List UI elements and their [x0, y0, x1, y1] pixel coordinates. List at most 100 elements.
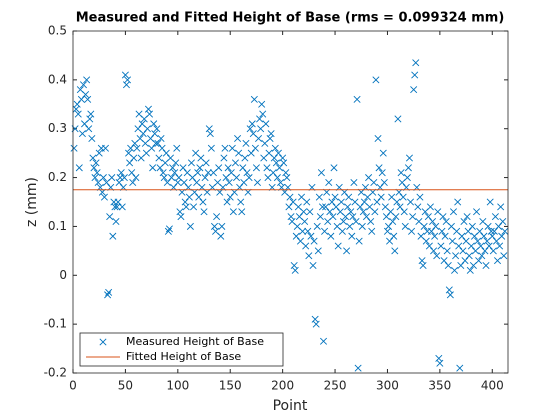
marker — [419, 261, 427, 270]
legend-label: Fitted Height of Base — [126, 350, 241, 363]
marker — [436, 359, 444, 367]
marker — [106, 213, 114, 221]
marker — [172, 159, 180, 167]
marker — [319, 337, 328, 345]
marker — [337, 198, 345, 206]
marker — [461, 257, 469, 265]
marker — [448, 237, 456, 245]
marker — [446, 291, 454, 299]
marker — [270, 154, 278, 162]
marker — [485, 242, 493, 250]
marker — [235, 149, 243, 157]
marker — [482, 261, 490, 270]
marker — [95, 149, 103, 157]
marker — [374, 134, 382, 143]
marker — [241, 154, 249, 162]
x-tick-label: 300 — [376, 379, 399, 393]
x-tick-label: 400 — [481, 379, 504, 393]
marker — [256, 115, 264, 123]
marker — [339, 218, 347, 226]
marker — [224, 164, 232, 172]
legend-marker — [99, 338, 107, 346]
marker — [149, 164, 157, 172]
marker — [173, 144, 181, 152]
marker — [377, 193, 385, 201]
marker — [348, 232, 356, 240]
marker — [481, 247, 489, 255]
marker — [299, 227, 307, 235]
marker — [160, 174, 168, 182]
marker — [99, 174, 107, 182]
marker — [164, 227, 172, 235]
marker — [371, 208, 379, 216]
marker — [429, 218, 437, 226]
marker — [486, 198, 494, 206]
marker — [202, 159, 210, 167]
marker — [253, 178, 262, 186]
marker — [316, 213, 324, 221]
marker — [130, 154, 138, 162]
marker — [109, 232, 117, 240]
marker — [307, 232, 315, 240]
marker — [154, 139, 162, 147]
marker — [412, 59, 420, 67]
marker — [334, 242, 342, 250]
marker — [269, 169, 277, 177]
marker — [362, 213, 371, 221]
marker — [331, 193, 339, 201]
marker — [273, 174, 281, 182]
marker — [301, 218, 309, 226]
marker — [393, 198, 401, 206]
marker — [204, 169, 212, 177]
marker — [500, 252, 508, 260]
marker — [390, 232, 398, 240]
marker — [327, 232, 335, 240]
marker — [382, 213, 390, 221]
marker — [344, 203, 352, 211]
marker — [400, 208, 408, 216]
marker — [79, 81, 88, 89]
marker — [118, 203, 126, 211]
x-tick-label: 200 — [271, 379, 294, 393]
marker — [180, 178, 188, 186]
marker — [325, 178, 333, 186]
marker — [359, 208, 367, 216]
marker — [126, 159, 134, 167]
marker — [87, 110, 95, 118]
marker — [77, 95, 85, 103]
marker — [262, 120, 270, 128]
marker — [498, 232, 506, 240]
marker — [403, 174, 411, 182]
marker — [218, 222, 226, 230]
marker — [267, 130, 275, 138]
marker — [496, 242, 504, 250]
marker — [263, 164, 271, 172]
marker — [499, 218, 507, 226]
marker — [392, 213, 400, 221]
marker — [317, 169, 325, 177]
marker — [495, 222, 503, 230]
marker — [375, 164, 383, 172]
marker — [309, 261, 317, 270]
marker — [283, 174, 291, 182]
marker — [468, 222, 476, 230]
marker — [195, 193, 203, 201]
marker — [75, 164, 83, 172]
marker — [401, 222, 409, 230]
x-tick-label: 50 — [118, 379, 133, 393]
marker — [213, 213, 221, 221]
marker — [285, 203, 293, 211]
marker — [466, 266, 474, 274]
marker — [85, 125, 93, 133]
marker — [248, 120, 256, 128]
marker — [232, 174, 241, 182]
marker — [449, 208, 458, 216]
marker — [117, 169, 125, 177]
x-tick-label: 0 — [69, 379, 77, 393]
marker — [345, 193, 353, 201]
marker — [200, 208, 208, 216]
marker — [437, 242, 445, 250]
marker — [306, 208, 314, 216]
marker — [114, 198, 122, 206]
marker — [196, 164, 204, 172]
